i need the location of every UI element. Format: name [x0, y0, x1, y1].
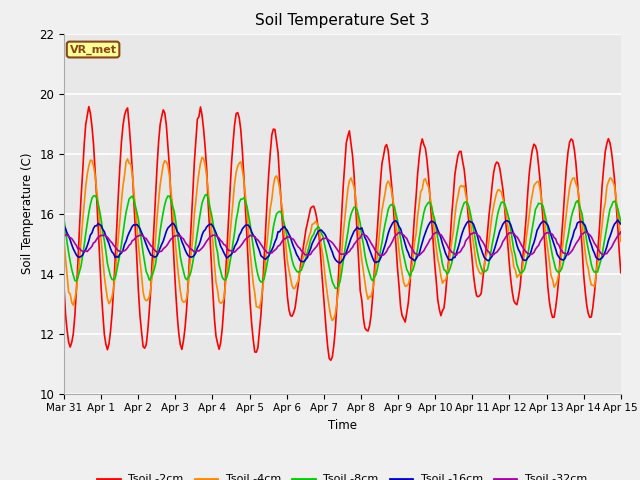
Tsoil -32cm — [303, 252, 311, 258]
Tsoil -8cm — [203, 192, 211, 197]
Tsoil -4cm — [617, 239, 625, 244]
Tsoil -4cm — [589, 282, 596, 288]
Line: Tsoil -4cm: Tsoil -4cm — [64, 157, 621, 321]
Tsoil -16cm — [60, 223, 68, 228]
Tsoil -4cm — [60, 237, 68, 242]
Tsoil -16cm — [244, 222, 252, 228]
Tsoil -2cm — [305, 213, 313, 218]
Tsoil -4cm — [328, 318, 336, 324]
Tsoil -8cm — [246, 221, 254, 227]
Tsoil -2cm — [60, 283, 68, 289]
Tsoil -32cm — [589, 237, 596, 243]
Tsoil -2cm — [228, 160, 236, 166]
Tsoil -32cm — [226, 248, 234, 253]
Line: Tsoil -16cm: Tsoil -16cm — [64, 220, 621, 263]
Legend: Tsoil -2cm, Tsoil -4cm, Tsoil -8cm, Tsoil -16cm, Tsoil -32cm: Tsoil -2cm, Tsoil -4cm, Tsoil -8cm, Tsoi… — [93, 470, 592, 480]
Tsoil -4cm — [129, 172, 136, 178]
Tsoil -2cm — [255, 327, 263, 333]
Tsoil -16cm — [336, 260, 344, 266]
Tsoil -2cm — [85, 104, 93, 109]
Tsoil -4cm — [228, 215, 236, 221]
Tsoil -16cm — [614, 217, 621, 223]
Tsoil -32cm — [60, 234, 68, 240]
Tsoil -4cm — [255, 305, 263, 311]
Tsoil -8cm — [617, 219, 625, 225]
Tsoil -32cm — [376, 253, 384, 259]
Tsoil -2cm — [327, 358, 335, 363]
Tsoil -32cm — [129, 238, 136, 243]
Tsoil -2cm — [246, 300, 254, 306]
Tsoil -8cm — [60, 216, 68, 222]
Tsoil -8cm — [332, 286, 339, 291]
Line: Tsoil -2cm: Tsoil -2cm — [64, 107, 621, 360]
Tsoil -8cm — [129, 193, 136, 199]
Tsoil -8cm — [305, 244, 313, 250]
Tsoil -32cm — [581, 229, 589, 235]
Line: Tsoil -8cm: Tsoil -8cm — [64, 194, 621, 288]
Tsoil -16cm — [303, 254, 311, 260]
Tsoil -2cm — [130, 196, 138, 202]
Tsoil -16cm — [226, 252, 234, 258]
Tsoil -4cm — [198, 155, 206, 160]
Tsoil -32cm — [244, 234, 252, 240]
Tsoil -32cm — [617, 229, 625, 235]
Text: VR_met: VR_met — [70, 44, 116, 55]
Line: Tsoil -32cm: Tsoil -32cm — [64, 232, 621, 256]
Tsoil -16cm — [617, 221, 625, 227]
Tsoil -2cm — [617, 270, 625, 276]
X-axis label: Time: Time — [328, 419, 357, 432]
Title: Soil Temperature Set 3: Soil Temperature Set 3 — [255, 13, 429, 28]
Tsoil -16cm — [588, 242, 595, 248]
Tsoil -8cm — [228, 251, 236, 257]
Tsoil -8cm — [255, 277, 263, 283]
Y-axis label: Soil Temperature (C): Soil Temperature (C) — [20, 153, 34, 275]
Tsoil -4cm — [246, 249, 254, 254]
Tsoil -16cm — [129, 224, 136, 229]
Tsoil -4cm — [305, 234, 313, 240]
Tsoil -32cm — [254, 237, 262, 243]
Tsoil -16cm — [254, 244, 262, 250]
Tsoil -8cm — [589, 267, 596, 273]
Tsoil -2cm — [589, 304, 596, 310]
